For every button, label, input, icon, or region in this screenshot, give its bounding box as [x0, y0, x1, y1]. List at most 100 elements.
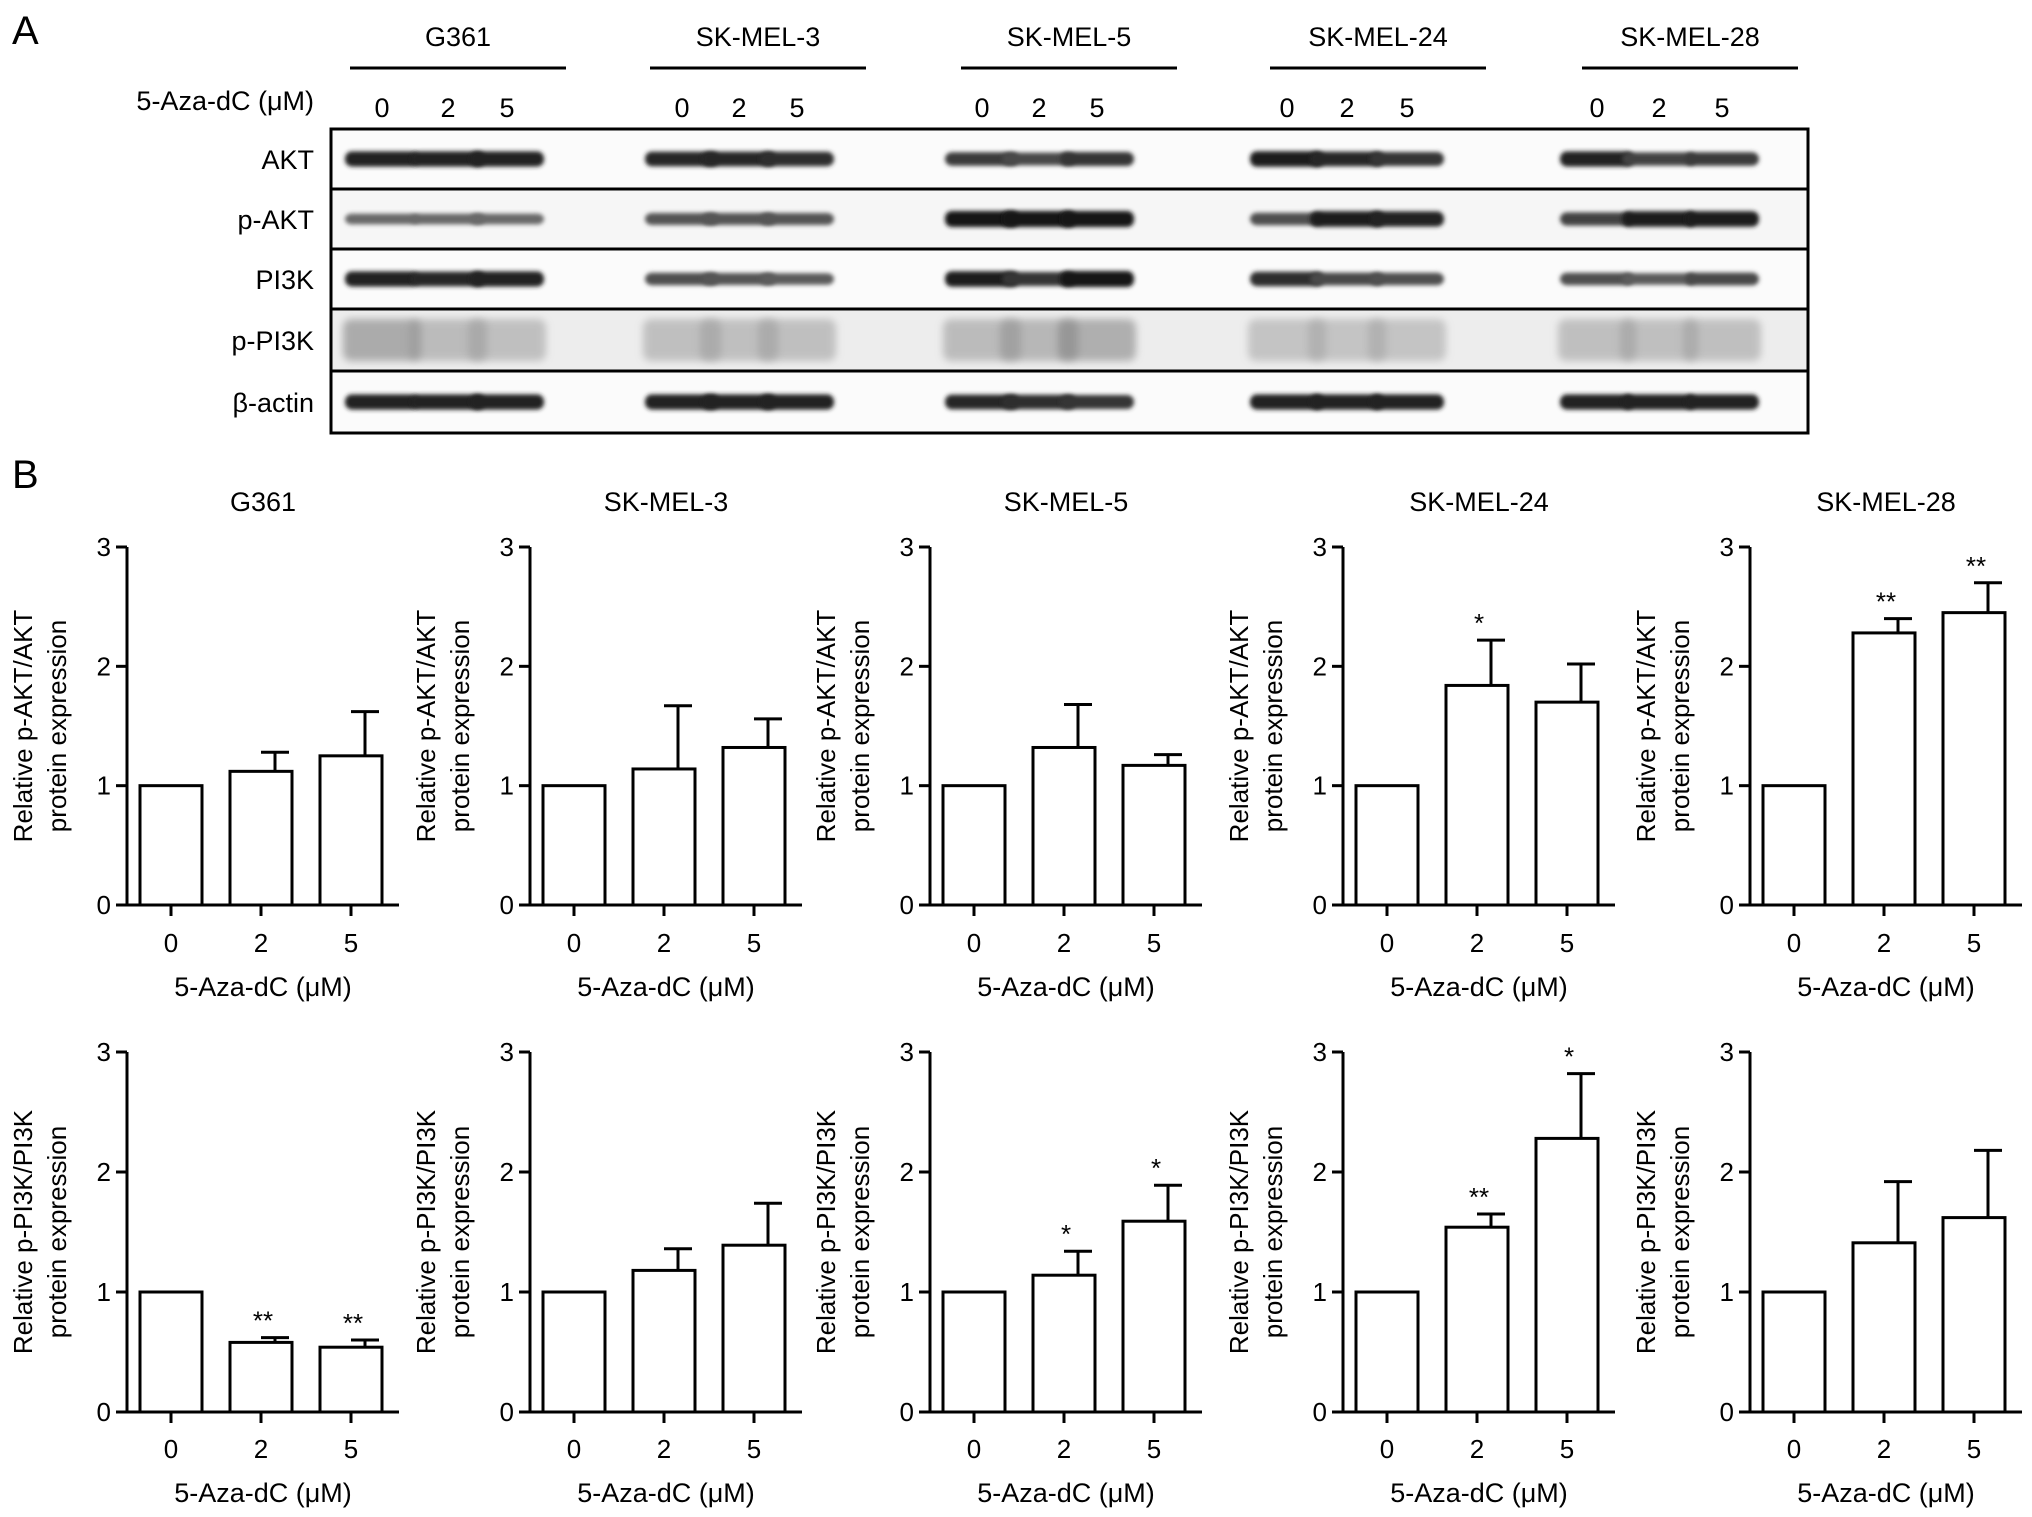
- y-tick-label: 2: [1313, 651, 1327, 681]
- bar-chart: 0 1 2 3 Relative p-PI3K/PI3K protein expressi…: [411, 1037, 802, 1508]
- x-tick-label: 2: [1470, 1434, 1484, 1464]
- x-tick-label: 2: [1057, 928, 1071, 958]
- y-axis-label-line: protein expression: [1665, 620, 1695, 832]
- blot-band: [1370, 152, 1444, 166]
- blot-row-label: PI3K: [255, 265, 314, 295]
- blot-band: [1248, 319, 1326, 361]
- blot-band: [345, 213, 419, 225]
- blot-band: [411, 394, 485, 410]
- y-axis-label-line: protein expression: [42, 620, 72, 832]
- western-blot-panel: G361 0 2 5 SK-MEL-3 0 2 5 SK-MEL-5 0 2 5 SK-MEL-24 0 2…: [136, 22, 1810, 435]
- y-tick-label: 1: [1720, 1277, 1734, 1307]
- blot-band: [760, 151, 834, 167]
- blot-band: [1622, 394, 1696, 410]
- blot-band: [1685, 152, 1759, 166]
- x-tick-label: 5: [1147, 1434, 1161, 1464]
- x-axis-label: 5-Aza-dC (μM): [977, 972, 1155, 1002]
- blot-band: [1308, 319, 1386, 361]
- blot-band: [1310, 151, 1384, 167]
- blot-row-label: AKT: [261, 145, 314, 175]
- bar-chart: SK-MEL-24 0 1 2 3 Relative p-AKT/AKT protein e…: [1224, 487, 1615, 1002]
- y-tick-label: 3: [1313, 532, 1327, 562]
- blot-band: [1560, 272, 1634, 286]
- x-tick-label: 0: [567, 1434, 581, 1464]
- y-axis-label-line: Relative p-AKT/AKT: [8, 610, 38, 843]
- dose-label: 5: [499, 93, 514, 123]
- y-tick-label: 1: [1313, 1277, 1327, 1307]
- dose-label: 0: [674, 93, 689, 123]
- blot-row-label: β-actin: [232, 388, 314, 418]
- blot-band: [345, 394, 419, 410]
- dose-label: 5: [1714, 93, 1729, 123]
- x-tick-label: 5: [344, 1434, 358, 1464]
- y-tick-label: 3: [500, 1037, 514, 1067]
- y-tick-label: 0: [500, 890, 514, 920]
- blot-band: [702, 273, 776, 285]
- y-axis-label-line: Relative p-PI3K/PI3K: [8, 1109, 38, 1354]
- blot-band: [1560, 212, 1634, 226]
- significance-marker: **: [1876, 587, 1896, 617]
- x-tick-label: 2: [254, 1434, 268, 1464]
- x-tick-label: 0: [164, 1434, 178, 1464]
- y-axis-label: Relative p-AKT/AKT protein expression: [8, 610, 72, 843]
- y-tick-label: 0: [1720, 890, 1734, 920]
- bar-chart: 0 1 2 3 Relative p-PI3K/PI3K protein expressi…: [1631, 1037, 2022, 1508]
- blot-band: [468, 319, 546, 361]
- bar: [1031, 1273, 1097, 1414]
- bar: [1534, 700, 1600, 907]
- chart-title: SK-MEL-28: [1816, 487, 1956, 517]
- x-tick-label: 0: [967, 1434, 981, 1464]
- blot-band: [345, 271, 419, 287]
- bar: [631, 767, 697, 907]
- bar-chart: 0 1 2 3 Relative p-PI3K/PI3K protein expressi…: [1224, 1037, 1615, 1508]
- x-axis-label: 5-Aza-dC (μM): [577, 1478, 755, 1508]
- x-tick-label: 5: [1147, 928, 1161, 958]
- significance-marker: *: [1474, 608, 1484, 638]
- bar: [1354, 784, 1420, 907]
- blot-band: [411, 271, 485, 287]
- y-tick-label: 2: [500, 651, 514, 681]
- panel-label-a: A: [12, 9, 39, 53]
- bar-chart: SK-MEL-3 0 1 2 3 Relative p-AKT/AKT protein ex…: [411, 487, 802, 1002]
- y-tick-label: 1: [900, 1277, 914, 1307]
- x-tick-label: 2: [1470, 928, 1484, 958]
- bar: [228, 769, 294, 907]
- blot-band: [1370, 272, 1444, 286]
- blot-band: [1250, 151, 1324, 167]
- blot-band: [1685, 394, 1759, 410]
- blot-band: [1683, 319, 1761, 361]
- bar: [541, 1290, 607, 1414]
- blot-band: [758, 319, 836, 361]
- y-axis-label: Relative p-AKT/AKT protein expression: [1224, 610, 1288, 843]
- blot-band: [1310, 272, 1384, 286]
- blot-band: [1002, 152, 1076, 166]
- x-tick-label: 0: [1380, 928, 1394, 958]
- chart-title: SK-MEL-3: [604, 487, 729, 517]
- blot-band: [1368, 319, 1446, 361]
- y-axis-label-line: Relative p-PI3K/PI3K: [1224, 1109, 1254, 1354]
- bar-chart: SK-MEL-5 0 1 2 3 Relative p-AKT/AKT protein ex…: [811, 487, 1202, 1002]
- x-tick-label: 5: [747, 928, 761, 958]
- bar: [1444, 683, 1510, 907]
- y-tick-label: 3: [900, 1037, 914, 1067]
- y-axis-label: Relative p-PI3K/PI3K protein expression: [411, 1109, 475, 1354]
- blot-band: [1250, 271, 1324, 287]
- y-tick-label: 3: [97, 1037, 111, 1067]
- y-tick-label: 1: [500, 1277, 514, 1307]
- significance-marker: *: [1061, 1219, 1071, 1249]
- blot-band: [760, 394, 834, 410]
- y-tick-label: 2: [500, 1157, 514, 1187]
- blot-band: [1060, 271, 1134, 287]
- cell-line-header: SK-MEL-24: [1308, 22, 1448, 52]
- y-tick-label: 3: [900, 532, 914, 562]
- y-axis-label-line: protein expression: [845, 1126, 875, 1338]
- bar: [941, 784, 1007, 907]
- blot-band: [1370, 211, 1444, 227]
- y-axis-label-line: Relative p-AKT/AKT: [811, 610, 841, 843]
- cell-line-header: SK-MEL-28: [1620, 22, 1760, 52]
- blot-band: [645, 151, 719, 167]
- x-axis-label: 5-Aza-dC (μM): [577, 972, 755, 1002]
- y-axis-label-line: protein expression: [1665, 1126, 1695, 1338]
- dose-label: 0: [974, 93, 989, 123]
